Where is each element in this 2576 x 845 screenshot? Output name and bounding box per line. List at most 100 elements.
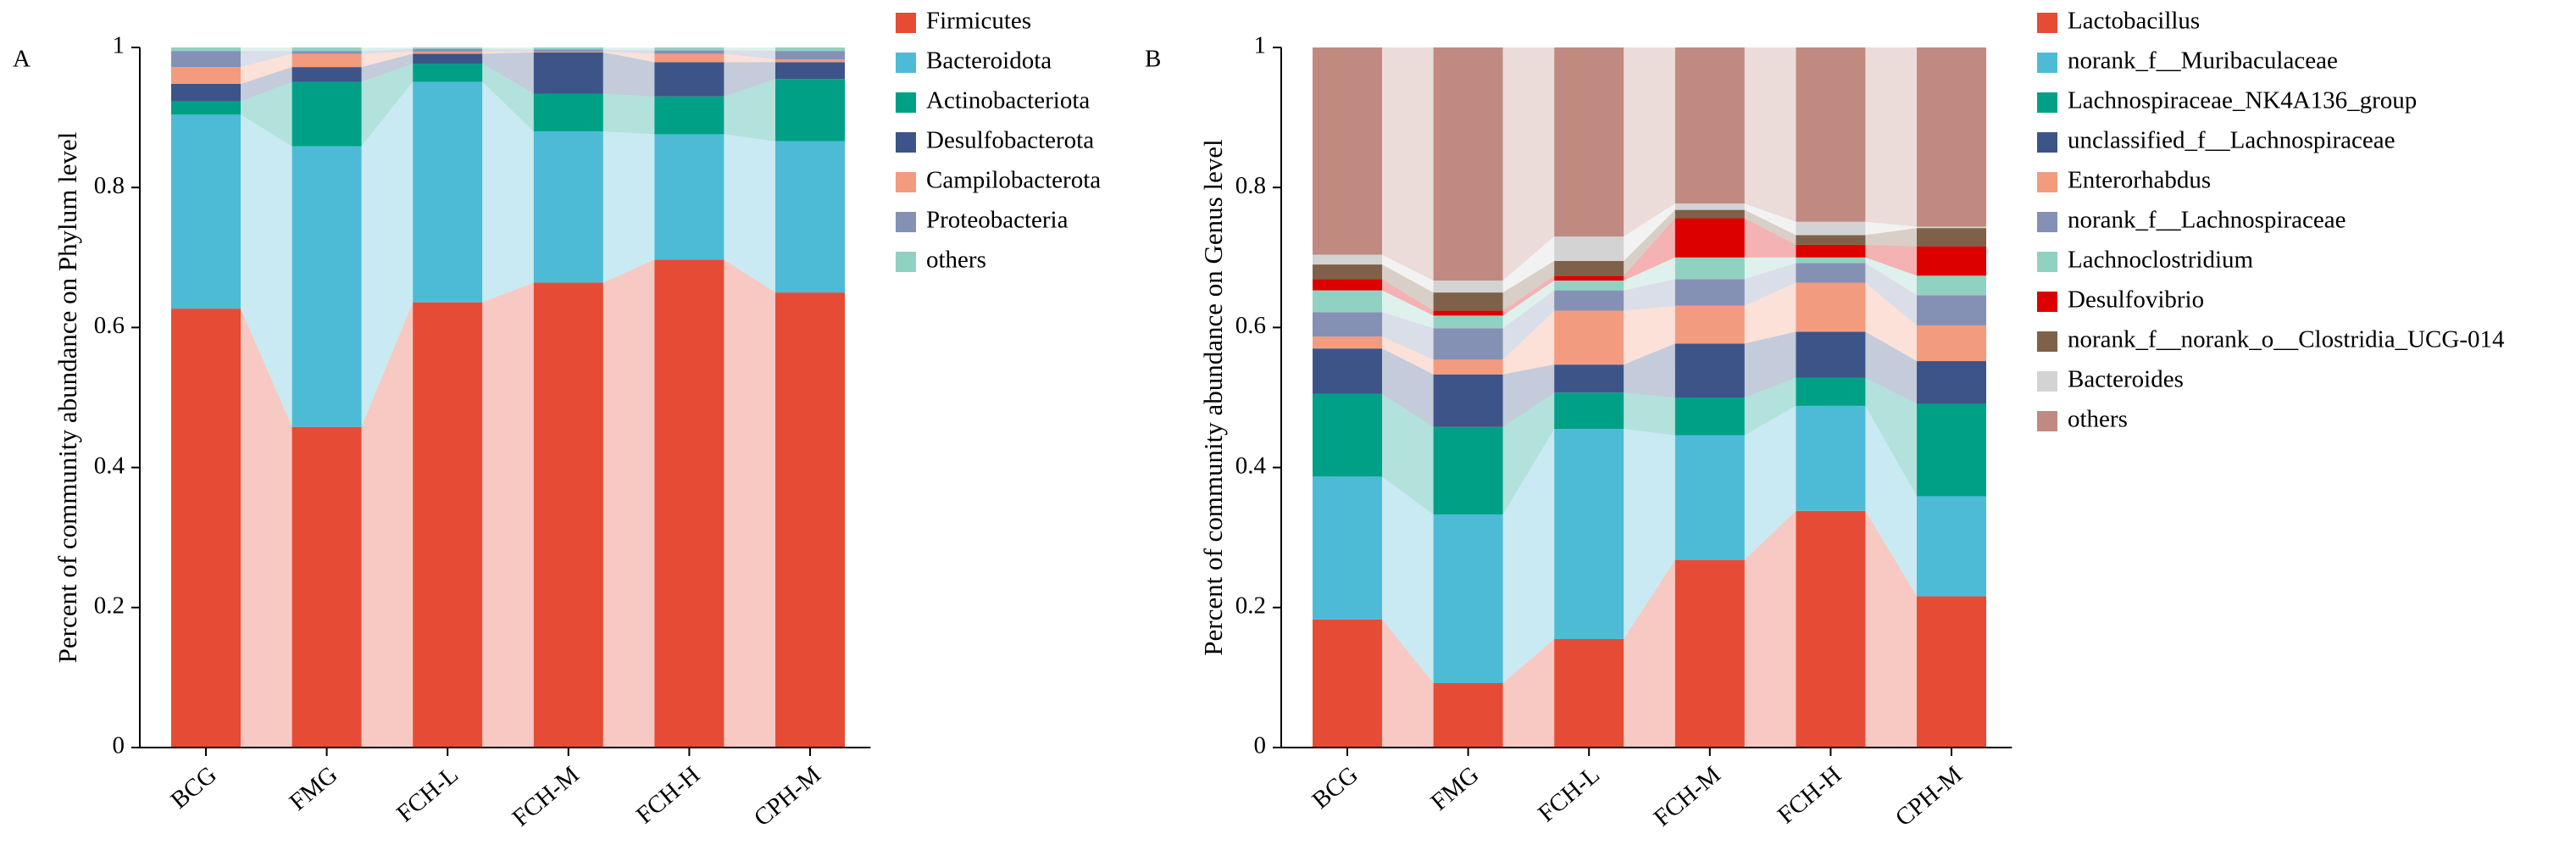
legend-swatch (896, 13, 916, 33)
bar-segment (291, 51, 362, 54)
bar-segment (1674, 435, 1745, 560)
legend-swatch (896, 212, 916, 232)
flow-band (241, 81, 292, 147)
bar-segment (1554, 392, 1624, 430)
bar-segment (533, 47, 603, 50)
legend-swatch (2037, 132, 2057, 153)
flow-band (1624, 392, 1675, 436)
flow-band (1865, 47, 1917, 227)
x-tick-label: FCH-L (1533, 761, 1605, 827)
legend-swatch (2037, 292, 2057, 312)
x-tick-label: FCH-H (1773, 761, 1846, 829)
flow-band (1382, 336, 1434, 375)
flow-band (1502, 260, 1555, 311)
flow-band (1624, 203, 1675, 261)
flow-band (1624, 429, 1675, 639)
bar-segment (1433, 328, 1503, 360)
flow-band (1865, 244, 1917, 276)
bar-segment (654, 47, 724, 51)
flow-band (1382, 47, 1434, 281)
bar-segment (1796, 221, 1866, 236)
bar-segment (775, 47, 845, 52)
flow-band (241, 47, 292, 52)
bar-segment (1917, 246, 1986, 276)
legend-label: Desulfobacterota (926, 127, 1094, 154)
flow-band (241, 114, 292, 427)
flow-band (1744, 47, 1796, 222)
flow-band (1744, 282, 1796, 344)
bar-segment (1433, 281, 1503, 293)
bar-segment (1433, 426, 1503, 514)
flow-band (1624, 305, 1675, 365)
bar-segment (1313, 290, 1382, 313)
bar-segment (291, 426, 362, 748)
bar-segment (291, 47, 362, 52)
bar-segment (775, 51, 845, 60)
bar-segment (171, 83, 241, 102)
flow-band (724, 53, 775, 63)
flow-band (361, 81, 414, 427)
bar-segment (1674, 559, 1745, 748)
x-tick-label: FCH-L (391, 761, 464, 827)
bar-segment (413, 302, 483, 748)
bar-segment (1313, 476, 1382, 620)
flow-band (1382, 619, 1434, 748)
bar-segment (1554, 429, 1624, 639)
bar-segment (1313, 393, 1382, 477)
bar-segment (1917, 403, 1986, 497)
flow-band (1382, 254, 1434, 293)
flow-band (482, 52, 534, 94)
flow-band (1624, 559, 1675, 748)
flow-band (1624, 257, 1675, 291)
flow-band (1865, 221, 1917, 236)
flow-band (1382, 393, 1434, 514)
y-tick-label: 0.4 (1235, 452, 1267, 479)
bar-segment (654, 50, 724, 54)
flow-band (1624, 279, 1675, 311)
bar-segment (533, 131, 603, 283)
bar-segment (1796, 282, 1866, 332)
legend-swatch (896, 92, 916, 113)
bar-segment (1796, 244, 1866, 258)
flow-band (602, 47, 655, 51)
bar-segment (1917, 361, 1986, 404)
flow-band (1744, 510, 1796, 748)
bar-segment (1796, 405, 1866, 511)
flow-band (1382, 476, 1434, 684)
y-tick-label: 0.4 (94, 452, 125, 479)
bar-segment (1433, 374, 1503, 427)
flow-band (1865, 377, 1917, 497)
flow-band (1382, 264, 1434, 311)
panel-label: A (13, 46, 31, 73)
flow-band (361, 302, 414, 748)
bar-segment (1674, 218, 1745, 258)
y-tick-label: 0.6 (94, 312, 125, 339)
bar-segment (1917, 596, 1986, 748)
flow-band (602, 52, 655, 97)
flow-band (1865, 263, 1917, 325)
flow-band (1744, 331, 1796, 397)
flow-band (361, 53, 414, 82)
bar-segment (1674, 279, 1745, 306)
bar-segment (1917, 275, 1986, 296)
flow-band (361, 63, 414, 147)
bar-segment (413, 47, 483, 49)
bar-segment (1554, 260, 1624, 276)
flow-band (1744, 257, 1796, 280)
flow-band (1744, 377, 1796, 436)
legend-label: norank_f__norank_o__Clostridia_UCG-014 (2068, 326, 2505, 353)
flow-band (1502, 47, 1555, 281)
flow-band (482, 81, 534, 303)
flow-band (241, 53, 292, 84)
legend-swatch (2037, 212, 2057, 232)
bar-segment (171, 67, 241, 84)
legend-label: Lachnospiraceae_NK4A136_group (2068, 87, 2417, 114)
legend-label: norank_f__Muribaculaceae (2068, 47, 2338, 75)
bar-segment (1674, 257, 1745, 280)
y-tick-label: 1 (113, 32, 125, 59)
bar-segment (291, 67, 362, 82)
flow-band (482, 47, 534, 50)
x-tick-label: CPH-M (749, 761, 826, 832)
legend-label: norank_f__Lachnospiraceae (2068, 207, 2346, 234)
x-tick-label: FCH-M (508, 761, 585, 832)
